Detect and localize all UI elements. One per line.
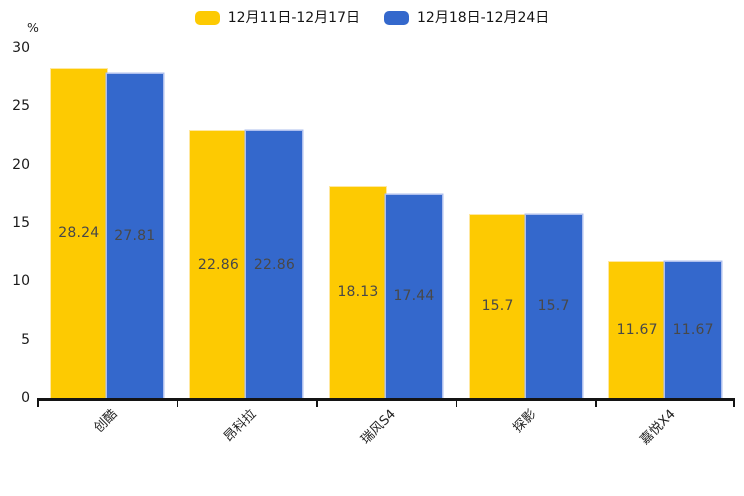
x-axis-tick	[316, 400, 318, 407]
x-category-label: 昂科拉	[221, 406, 260, 446]
bar-series1: 27.81	[106, 73, 163, 398]
y-tick-label: 15	[12, 215, 30, 231]
bar-value-label: 27.81	[114, 227, 156, 244]
legend-label: 12月11日-12月17日	[227, 10, 360, 26]
x-category-label: 创酷	[91, 406, 121, 436]
bar-pair: 22.86 22.86	[190, 131, 303, 398]
bar-series1: 22.86	[246, 131, 303, 398]
category-group: 11.67 11.67 嘉悦X4	[595, 48, 735, 448]
x-axis-line	[37, 398, 735, 401]
y-tick-label: 30	[12, 40, 30, 56]
x-category-label: 嘉悦X4	[637, 406, 679, 448]
legend-swatch-icon	[194, 11, 220, 25]
bar-pair: 18.13 17.44	[329, 186, 442, 398]
bar-series0: 22.86	[190, 131, 247, 398]
bar-value-label: 15.7	[537, 298, 570, 315]
bar-value-label: 11.67	[672, 321, 714, 338]
bar-series1: 15.7	[525, 214, 582, 398]
bar-series0: 11.67	[609, 261, 666, 398]
legend-item-series-0[interactable]: 12月11日-12月17日	[194, 9, 360, 27]
x-axis-tick	[37, 400, 39, 407]
bar-groups: 28.24 27.81 创酷 22.86 22.86 昂科拉 18.13 17.44 瑞风S4 1…	[37, 48, 735, 448]
bar-pair: 15.7 15.7	[469, 214, 582, 398]
x-axis-tick	[733, 400, 735, 407]
y-tick-label: 5	[21, 331, 30, 348]
bar-series0: 18.13	[329, 186, 386, 398]
bar-series0: 28.24	[50, 68, 107, 398]
bar-value-label: 22.86	[197, 256, 239, 273]
legend-item-series-1[interactable]: 12月18日-12月24日	[384, 9, 549, 27]
x-axis-tick	[176, 400, 179, 407]
bar-series1: 17.44	[385, 194, 442, 398]
bar-value-label: 15.7	[481, 298, 514, 315]
bar-value-label: 17.44	[393, 288, 435, 305]
category-group: 22.86 22.86 昂科拉	[177, 48, 317, 445]
y-axis-unit-label: %	[27, 20, 39, 35]
y-tick-label: 0	[21, 390, 30, 406]
bar-value-label: 28.24	[58, 225, 100, 242]
y-tick-label: 25	[12, 98, 30, 115]
bar-value-label: 11.67	[616, 321, 658, 338]
bar-pair: 28.24 27.81	[50, 68, 163, 398]
bar-series1: 11.67	[665, 261, 722, 398]
x-axis-tick	[455, 400, 458, 407]
bar-pair: 11.67 11.67	[609, 261, 722, 398]
x-category-label: 探影	[510, 406, 540, 436]
category-group: 28.24 27.81 创酷	[37, 48, 177, 436]
x-axis-tick	[595, 400, 597, 407]
y-tick-label: 20	[12, 156, 30, 173]
category-group: 18.13 17.44 瑞风S4	[316, 48, 456, 448]
y-tick-label: 10	[12, 273, 30, 290]
x-category-label: 瑞风S4	[358, 406, 400, 448]
legend: 12月11日-12月17日 12月18日-12月24日	[0, 8, 744, 28]
category-group: 15.7 15.7 探影	[456, 48, 596, 436]
legend-label: 12月18日-12月24日	[417, 10, 550, 26]
bar-value-label: 22.86	[253, 256, 295, 273]
plot-area: 28.24 27.81 创酷 22.86 22.86 昂科拉 18.13 17.44 瑞风S4 1…	[12, 40, 735, 448]
bar-value-label: 18.13	[337, 284, 379, 301]
legend-swatch-icon	[384, 11, 409, 25]
bar-series0: 15.7	[469, 214, 526, 398]
